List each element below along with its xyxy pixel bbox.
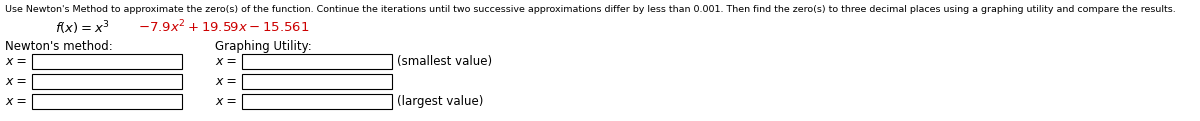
Text: (smallest value): (smallest value) bbox=[397, 55, 492, 68]
Text: x =: x = bbox=[5, 55, 26, 68]
Bar bbox=[242, 94, 392, 109]
Text: $- 7.9x^2 + 19.59x - 15.561$: $- 7.9x^2 + 19.59x - 15.561$ bbox=[138, 19, 310, 36]
Text: x =: x = bbox=[5, 95, 26, 108]
Bar bbox=[32, 94, 182, 109]
Bar bbox=[32, 74, 182, 89]
Bar bbox=[32, 54, 182, 69]
Bar bbox=[242, 74, 392, 89]
Text: Graphing Utility:: Graphing Utility: bbox=[215, 40, 312, 53]
Text: Newton's method:: Newton's method: bbox=[5, 40, 113, 53]
Text: x =: x = bbox=[215, 95, 236, 108]
Text: x =: x = bbox=[215, 75, 236, 88]
Text: x =: x = bbox=[5, 75, 26, 88]
Bar bbox=[242, 54, 392, 69]
Text: $f(x) = x^3$: $f(x) = x^3$ bbox=[55, 19, 109, 37]
Text: Use Newton's Method to approximate the zero(s) of the function. Continue the ite: Use Newton's Method to approximate the z… bbox=[5, 5, 1176, 14]
Text: (largest value): (largest value) bbox=[397, 95, 484, 108]
Text: x =: x = bbox=[215, 55, 236, 68]
